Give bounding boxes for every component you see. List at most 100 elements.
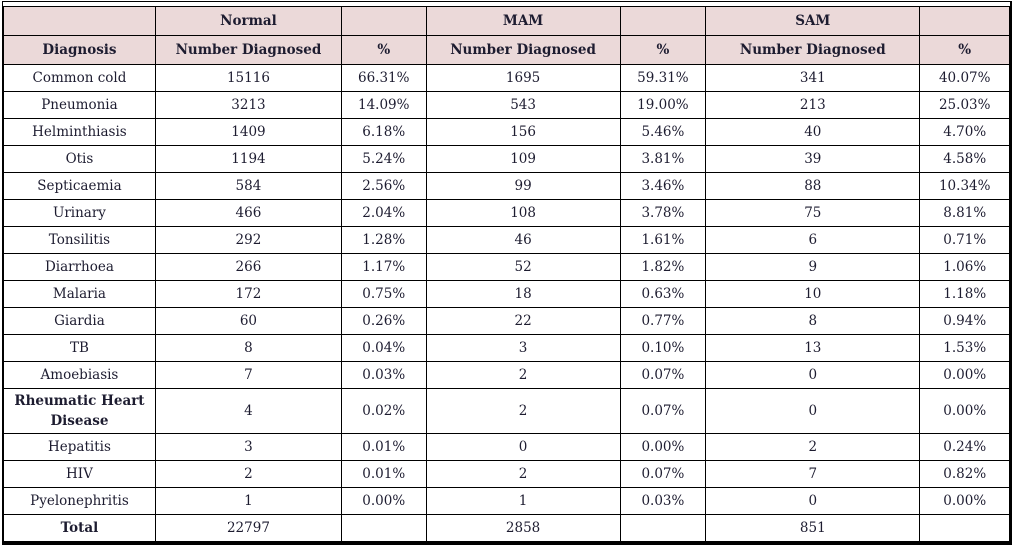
normal-count-cell: 3213 — [154, 91, 343, 119]
normal-count-cell: 1 — [154, 487, 343, 515]
normal-percent-cell: 2.56% — [341, 172, 427, 200]
normal-percent-cell: 0.75% — [341, 280, 427, 308]
diagnosis-cell: Helminthiasis — [3, 118, 156, 146]
table-row: Pyelonephritis 1 0.00% 1 0.03% 0 0.00% — [3, 487, 1010, 515]
sam-count-cell: 6 — [705, 226, 921, 254]
normal-percent-cell: 1.28% — [341, 226, 427, 254]
mam-count-cell: 543 — [425, 91, 621, 119]
group-header-sam: SAM — [705, 6, 921, 36]
col-header-mam-count: Number Diagnosed — [425, 35, 621, 65]
sam-count-cell: 9 — [705, 253, 921, 281]
sam-count-cell: 8 — [705, 307, 921, 335]
sam-percent-cell: 0.24% — [919, 433, 1010, 461]
normal-percent-cell: 14.09% — [341, 91, 427, 119]
mam-percent-cell: 1.61% — [619, 226, 707, 254]
normal-count-cell: 4 — [154, 388, 343, 434]
total-sam-percent-cell — [919, 514, 1010, 542]
sam-count-cell: 213 — [705, 91, 921, 119]
total-mam-count-cell: 2858 — [425, 514, 621, 542]
table-row: Common cold 15116 66.31% 1695 59.31% 341 40.07… — [3, 64, 1010, 92]
mam-count-cell: 3 — [425, 334, 621, 362]
group-header-blank-mam-pct — [619, 6, 707, 36]
table-row: HIV 2 0.01% 2 0.07% 7 0.82% — [3, 460, 1010, 488]
sam-count-cell: 7 — [705, 460, 921, 488]
diagnosis-cell: Urinary — [3, 199, 156, 227]
total-diagnosis-cell: Total — [3, 514, 156, 542]
diagnosis-cell: Pyelonephritis — [3, 487, 156, 515]
diagnosis-cell: Rheumatic Heart Disease — [3, 388, 156, 434]
sam-percent-cell: 4.58% — [919, 145, 1010, 173]
diagnosis-cell: Malaria — [3, 280, 156, 308]
col-header-normal-count: Number Diagnosed — [154, 35, 343, 65]
diagnosis-cell: HIV — [3, 460, 156, 488]
diagnosis-cell: Diarrhoea — [3, 253, 156, 281]
table-row: Amoebiasis 7 0.03% 2 0.07% 0 0.00% — [3, 361, 1010, 389]
sam-percent-cell: 1.06% — [919, 253, 1010, 281]
normal-count-cell: 1409 — [154, 118, 343, 146]
total-row: Total 22797 2858 851 — [3, 514, 1010, 542]
sam-count-cell: 75 — [705, 199, 921, 227]
mam-percent-cell: 0.03% — [619, 487, 707, 515]
mam-percent-cell: 0.07% — [619, 460, 707, 488]
table-row: Otis 1194 5.24% 109 3.81% 39 4.58% — [3, 145, 1010, 173]
mam-percent-cell: 0.77% — [619, 307, 707, 335]
table-row: Urinary 466 2.04% 108 3.78% 75 8.81% — [3, 199, 1010, 227]
diagnosis-cell: Pneumonia — [3, 91, 156, 119]
sam-count-cell: 88 — [705, 172, 921, 200]
mam-percent-cell: 19.00% — [619, 91, 707, 119]
table-row: Tonsilitis 292 1.28% 46 1.61% 6 0.71% — [3, 226, 1010, 254]
normal-count-cell: 3 — [154, 433, 343, 461]
mam-count-cell: 2 — [425, 388, 621, 434]
diagnosis-cell: Tonsilitis — [3, 226, 156, 254]
mam-count-cell: 22 — [425, 307, 621, 335]
sam-count-cell: 0 — [705, 487, 921, 515]
normal-percent-cell: 0.04% — [341, 334, 427, 362]
sam-percent-cell: 1.53% — [919, 334, 1010, 362]
mam-count-cell: 156 — [425, 118, 621, 146]
table-row: Pneumonia 3213 14.09% 543 19.00% 213 25.03% — [3, 91, 1010, 119]
sam-percent-cell: 1.18% — [919, 280, 1010, 308]
sam-count-cell: 40 — [705, 118, 921, 146]
column-header-row: Diagnosis Number Diagnosed % Number Diag… — [3, 35, 1010, 65]
table-row: Malaria 172 0.75% 18 0.63% 10 1.18% — [3, 280, 1010, 308]
mam-count-cell: 2 — [425, 361, 621, 389]
normal-percent-cell: 6.18% — [341, 118, 427, 146]
mam-percent-cell: 0.07% — [619, 388, 707, 434]
group-header-mam: MAM — [425, 6, 621, 36]
normal-percent-cell: 1.17% — [341, 253, 427, 281]
sam-percent-cell: 8.81% — [919, 199, 1010, 227]
normal-percent-cell: 0.02% — [341, 388, 427, 434]
diagnosis-cell: Hepatitis — [3, 433, 156, 461]
group-header-normal: Normal — [154, 6, 343, 36]
diagnosis-cell: Amoebiasis — [3, 361, 156, 389]
mam-percent-cell: 59.31% — [619, 64, 707, 92]
mam-count-cell: 1695 — [425, 64, 621, 92]
normal-percent-cell: 0.01% — [341, 460, 427, 488]
sam-count-cell: 39 — [705, 145, 921, 173]
total-mam-percent-cell — [619, 514, 707, 542]
normal-percent-cell: 0.26% — [341, 307, 427, 335]
normal-percent-cell: 5.24% — [341, 145, 427, 173]
diagnosis-cell: Giardia — [3, 307, 156, 335]
group-header-blank-normal-pct — [341, 6, 427, 36]
normal-percent-cell: 66.31% — [341, 64, 427, 92]
sam-count-cell: 2 — [705, 433, 921, 461]
mam-percent-cell: 3.78% — [619, 199, 707, 227]
mam-percent-cell: 0.07% — [619, 361, 707, 389]
mam-count-cell: 52 — [425, 253, 621, 281]
diagnosis-cell: Common cold — [3, 64, 156, 92]
col-header-sam-percent: % — [919, 35, 1010, 65]
normal-count-cell: 584 — [154, 172, 343, 200]
mam-count-cell: 46 — [425, 226, 621, 254]
table-row: Helminthiasis 1409 6.18% 156 5.46% 40 4.70% — [3, 118, 1010, 146]
group-header-row: Normal MAM SAM — [3, 6, 1010, 36]
sam-count-cell: 341 — [705, 64, 921, 92]
normal-count-cell: 266 — [154, 253, 343, 281]
diagnosis-cell: Otis — [3, 145, 156, 173]
mam-count-cell: 109 — [425, 145, 621, 173]
mam-count-cell: 2 — [425, 460, 621, 488]
total-normal-percent-cell — [341, 514, 427, 542]
sam-percent-cell: 0.94% — [919, 307, 1010, 335]
normal-count-cell: 15116 — [154, 64, 343, 92]
table-header: Normal MAM SAM Diagnosis Number Diagnose… — [3, 6, 1010, 65]
